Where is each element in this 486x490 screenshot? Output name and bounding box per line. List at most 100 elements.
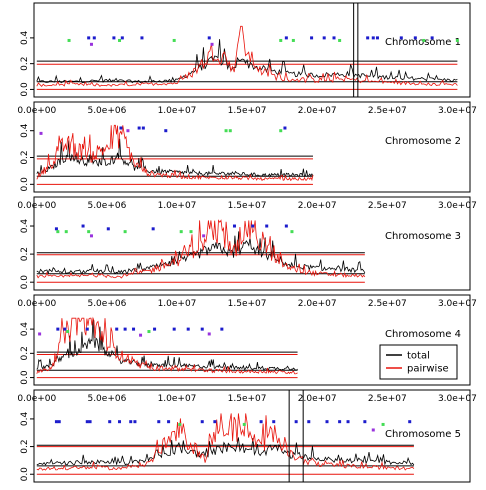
marker-dot-blue (87, 36, 91, 40)
marker-dot-green (224, 129, 228, 133)
x-tick-label: 1.0e+07 (158, 106, 197, 116)
marker-dot-blue (200, 327, 204, 331)
x-tick-label: 0.0e+00 (17, 201, 56, 211)
panel-frame (33, 2, 471, 98)
marker-dot-blue (232, 224, 236, 228)
marker-dot-blue (151, 227, 155, 231)
marker-dot-blue (220, 327, 224, 331)
chromosome-panel-3: 0.0 0.2 0.4 0.0e+00 5.0e+06 1.0e+07 1.5e+07 2.0… (17, 196, 477, 291)
x-tick-label: 0.0e+00 (17, 299, 56, 309)
marker-dot-blue (307, 420, 311, 424)
marker-dot-blue (141, 126, 145, 130)
marker-dot-purple (210, 42, 214, 46)
y-tick-label: 0.4 (20, 30, 30, 45)
marker-dot-blue (88, 420, 92, 424)
marker-dot-green (67, 38, 71, 42)
marker-dot-blue (322, 36, 326, 40)
marker-dot-blue (284, 224, 288, 228)
marker-dot-blue (54, 420, 58, 424)
series-line-pairwise (36, 219, 366, 279)
marker-dot-blue (283, 126, 287, 130)
x-tick-label: 2.5e+07 (368, 106, 407, 116)
panel-frame (33, 294, 471, 386)
chromosome-panel-4: 0.0 0.2 0.4 0.0e+00 5.0e+06 1.0e+07 1.5e+07 2.0… (17, 294, 477, 386)
legend-label-total: total (407, 351, 430, 362)
y-tick-label: 0.2 (20, 56, 30, 70)
marker-dot-blue (375, 36, 379, 40)
marker-dot-blue (81, 224, 85, 228)
marker-dot-purple (202, 234, 206, 238)
series-line-total (36, 39, 458, 84)
marker-dot-blue (120, 36, 124, 40)
y-tick-label: 0.0 (20, 275, 30, 290)
x-tick-label: 5.0e+06 (87, 106, 126, 116)
marker-dot-blue (153, 327, 157, 331)
marker-dot-blue (132, 327, 136, 331)
marker-dot-blue (186, 327, 190, 331)
marker-dot-blue (133, 420, 137, 424)
y-tick-label: 0.2 (20, 439, 30, 453)
marker-dot-blue (137, 126, 141, 130)
x-tick-label: 2.5e+07 (368, 394, 407, 404)
marker-dot-blue (164, 129, 168, 133)
marker-dot-green (64, 230, 68, 234)
marker-dot-blue (371, 36, 375, 40)
chromosome-panel-5: 0.0 0.2 0.4 0.0e+00 5.0e+06 1.0e+07 1.5e+07 2.0… (17, 389, 477, 483)
panel-title: Chromosome 1 (385, 37, 461, 48)
marker-dot-blue (167, 420, 171, 424)
x-tick-label: 1.5e+07 (228, 299, 267, 309)
marker-dot-green (290, 230, 294, 234)
marker-dot-green (147, 330, 151, 334)
legend: total pairwise (379, 344, 458, 380)
y-tick-label: 0.0 (20, 82, 30, 97)
marker-dot-blue (413, 36, 417, 40)
marker-dot-blue (123, 327, 127, 331)
panel-title: Chromosome 4 (385, 329, 461, 340)
chromosome-panel-2: 0.0 0.2 0.4 0.0e+00 5.0e+06 1.0e+07 1.5e+07 2.0… (17, 101, 477, 193)
marker-dot-blue (259, 420, 263, 424)
y-tick-label: 0.4 (20, 219, 30, 234)
marker-dot-green (291, 38, 295, 42)
marker-dot-green (179, 230, 183, 234)
x-tick-label: 2.0e+07 (298, 106, 337, 116)
marker-dot-green (338, 38, 342, 42)
panel-frame (33, 389, 471, 483)
marker-dot-blue (112, 36, 116, 40)
panel-title: Chromosome 2 (385, 136, 461, 147)
marker-dot-blue (294, 420, 298, 424)
x-tick-label: 2.0e+07 (298, 394, 337, 404)
legend-label-pairwise: pairwise (407, 364, 449, 375)
marker-dot-green (56, 230, 60, 234)
y-tick-label: 0.2 (20, 150, 30, 164)
marker-dot-blue (213, 420, 217, 424)
marker-dot-green (172, 38, 176, 42)
x-tick-label: 3.0e+07 (438, 394, 477, 404)
x-tick-label: 5.0e+06 (87, 299, 126, 309)
y-tick-label: 0.2 (20, 247, 30, 261)
marker-dot-green (455, 38, 459, 42)
marker-dot-blue (85, 420, 89, 424)
marker-dot-green (381, 422, 385, 426)
marker-dot-green (228, 129, 232, 133)
chromosome-panel-1: 0.0 0.2 0.4 Chromosome 1 (20, 2, 471, 98)
x-tick-label: 1.0e+07 (158, 394, 197, 404)
marker-dot-purple (89, 234, 93, 238)
marker-dot-purple (89, 42, 93, 46)
series-line-total (36, 231, 366, 275)
x-tick-label: 2.5e+07 (368, 299, 407, 309)
marker-dot-green (118, 38, 122, 42)
marker-dot-green (422, 38, 426, 42)
y-tick-label: 0.0 (20, 467, 30, 482)
x-tick-label: 2.5e+07 (368, 201, 407, 211)
marker-dot-blue (251, 224, 255, 228)
x-tick-label: 1.5e+07 (228, 201, 267, 211)
y-tick-label: 0.0 (20, 177, 30, 192)
series-line-pairwise (36, 316, 298, 375)
marker-dot-blue (119, 126, 123, 130)
x-tick-label: 5.0e+06 (87, 394, 126, 404)
marker-dot-purple (39, 131, 43, 135)
marker-dot-blue (338, 420, 342, 424)
marker-dot-green (279, 38, 283, 42)
panel-frame (33, 196, 471, 291)
